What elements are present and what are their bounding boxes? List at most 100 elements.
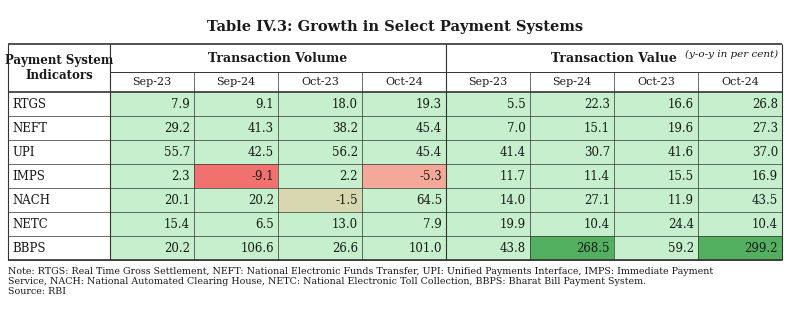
Text: BBPS: BBPS [12, 241, 46, 255]
Bar [8, 140, 110, 164]
Text: Sep-23: Sep-23 [133, 77, 171, 87]
Text: 30.7: 30.7 [584, 145, 610, 158]
Text: 20.2: 20.2 [164, 241, 190, 255]
Text: 37.0: 37.0 [752, 145, 778, 158]
Text: 106.6: 106.6 [240, 241, 274, 255]
Bar [362, 236, 446, 260]
Text: Payment System
Indicators: Payment System Indicators [5, 54, 113, 82]
Bar [446, 140, 530, 164]
Text: 7.0: 7.0 [507, 121, 526, 134]
Bar [614, 212, 698, 236]
Bar [8, 44, 782, 92]
Bar [110, 236, 194, 260]
Text: 6.5: 6.5 [255, 217, 274, 231]
Bar [362, 212, 446, 236]
Bar [530, 164, 614, 188]
Bar [110, 188, 194, 212]
Bar [446, 212, 530, 236]
Bar [278, 212, 362, 236]
Text: 56.2: 56.2 [332, 145, 358, 158]
Text: 16.6: 16.6 [668, 97, 694, 110]
Text: Oct-23: Oct-23 [637, 77, 675, 87]
Text: 7.9: 7.9 [171, 97, 190, 110]
Bar [446, 164, 530, 188]
Text: 18.0: 18.0 [332, 97, 358, 110]
Text: 20.2: 20.2 [248, 193, 274, 207]
Bar [446, 116, 530, 140]
Text: 27.1: 27.1 [584, 193, 610, 207]
Bar [446, 92, 530, 116]
Text: Source: RBI: Source: RBI [8, 287, 66, 296]
Bar [698, 164, 782, 188]
Text: 10.4: 10.4 [584, 217, 610, 231]
Text: 43.8: 43.8 [500, 241, 526, 255]
Text: 7.9: 7.9 [423, 217, 442, 231]
Text: 38.2: 38.2 [332, 121, 358, 134]
Text: NEFT: NEFT [12, 121, 47, 134]
Bar [698, 140, 782, 164]
Bar [698, 212, 782, 236]
Bar [110, 140, 194, 164]
Bar [530, 140, 614, 164]
Bar [278, 116, 362, 140]
Text: IMPS: IMPS [12, 169, 45, 183]
Text: 10.4: 10.4 [752, 217, 778, 231]
Bar [530, 92, 614, 116]
Bar [194, 116, 278, 140]
Text: 43.5: 43.5 [752, 193, 778, 207]
Bar [614, 116, 698, 140]
Bar [110, 92, 194, 116]
Text: 45.4: 45.4 [416, 121, 442, 134]
Bar [194, 236, 278, 260]
Bar [8, 92, 110, 116]
Text: Transaction Volume: Transaction Volume [209, 51, 348, 65]
Bar [194, 92, 278, 116]
Text: 19.3: 19.3 [416, 97, 442, 110]
Bar [614, 92, 698, 116]
Text: 2.2: 2.2 [340, 169, 358, 183]
Text: 16.9: 16.9 [752, 169, 778, 183]
Text: 27.3: 27.3 [752, 121, 778, 134]
Bar [194, 140, 278, 164]
Text: 11.7: 11.7 [500, 169, 526, 183]
Bar [8, 188, 110, 212]
Text: 24.4: 24.4 [668, 217, 694, 231]
Text: Service, NACH: National Automated Clearing House, NETC: National Electronic Toll: Service, NACH: National Automated Cleari… [8, 277, 646, 286]
Text: 11.4: 11.4 [584, 169, 610, 183]
Text: 9.1: 9.1 [255, 97, 274, 110]
Text: 19.9: 19.9 [500, 217, 526, 231]
Bar [614, 188, 698, 212]
Bar [446, 236, 530, 260]
Text: Note: RTGS: Real Time Gross Settlement, NEFT: National Electronic Funds Transfer: Note: RTGS: Real Time Gross Settlement, … [8, 267, 713, 276]
Bar [446, 188, 530, 212]
Text: 19.6: 19.6 [668, 121, 694, 134]
Bar [530, 188, 614, 212]
Text: RTGS: RTGS [12, 97, 46, 110]
Text: 64.5: 64.5 [416, 193, 442, 207]
Text: Oct-23: Oct-23 [301, 77, 339, 87]
Text: (y-o-y in per cent): (y-o-y in per cent) [685, 50, 778, 59]
Text: 15.4: 15.4 [164, 217, 190, 231]
Text: 2.3: 2.3 [171, 169, 190, 183]
Bar [698, 92, 782, 116]
Text: 29.2: 29.2 [164, 121, 190, 134]
Bar [362, 164, 446, 188]
Text: Table IV.3: Growth in Select Payment Systems: Table IV.3: Growth in Select Payment Sys… [207, 20, 583, 34]
Text: 41.3: 41.3 [248, 121, 274, 134]
Bar [530, 212, 614, 236]
Text: Sep-24: Sep-24 [216, 77, 256, 87]
Bar [278, 140, 362, 164]
Bar [278, 164, 362, 188]
Text: 41.4: 41.4 [500, 145, 526, 158]
Bar [110, 212, 194, 236]
Bar [278, 188, 362, 212]
Bar [110, 116, 194, 140]
Bar [614, 164, 698, 188]
Bar [8, 212, 110, 236]
Text: Oct-24: Oct-24 [721, 77, 759, 87]
Text: 59.2: 59.2 [668, 241, 694, 255]
Text: 268.5: 268.5 [577, 241, 610, 255]
Bar [278, 236, 362, 260]
Text: 13.0: 13.0 [332, 217, 358, 231]
Text: 55.7: 55.7 [164, 145, 190, 158]
